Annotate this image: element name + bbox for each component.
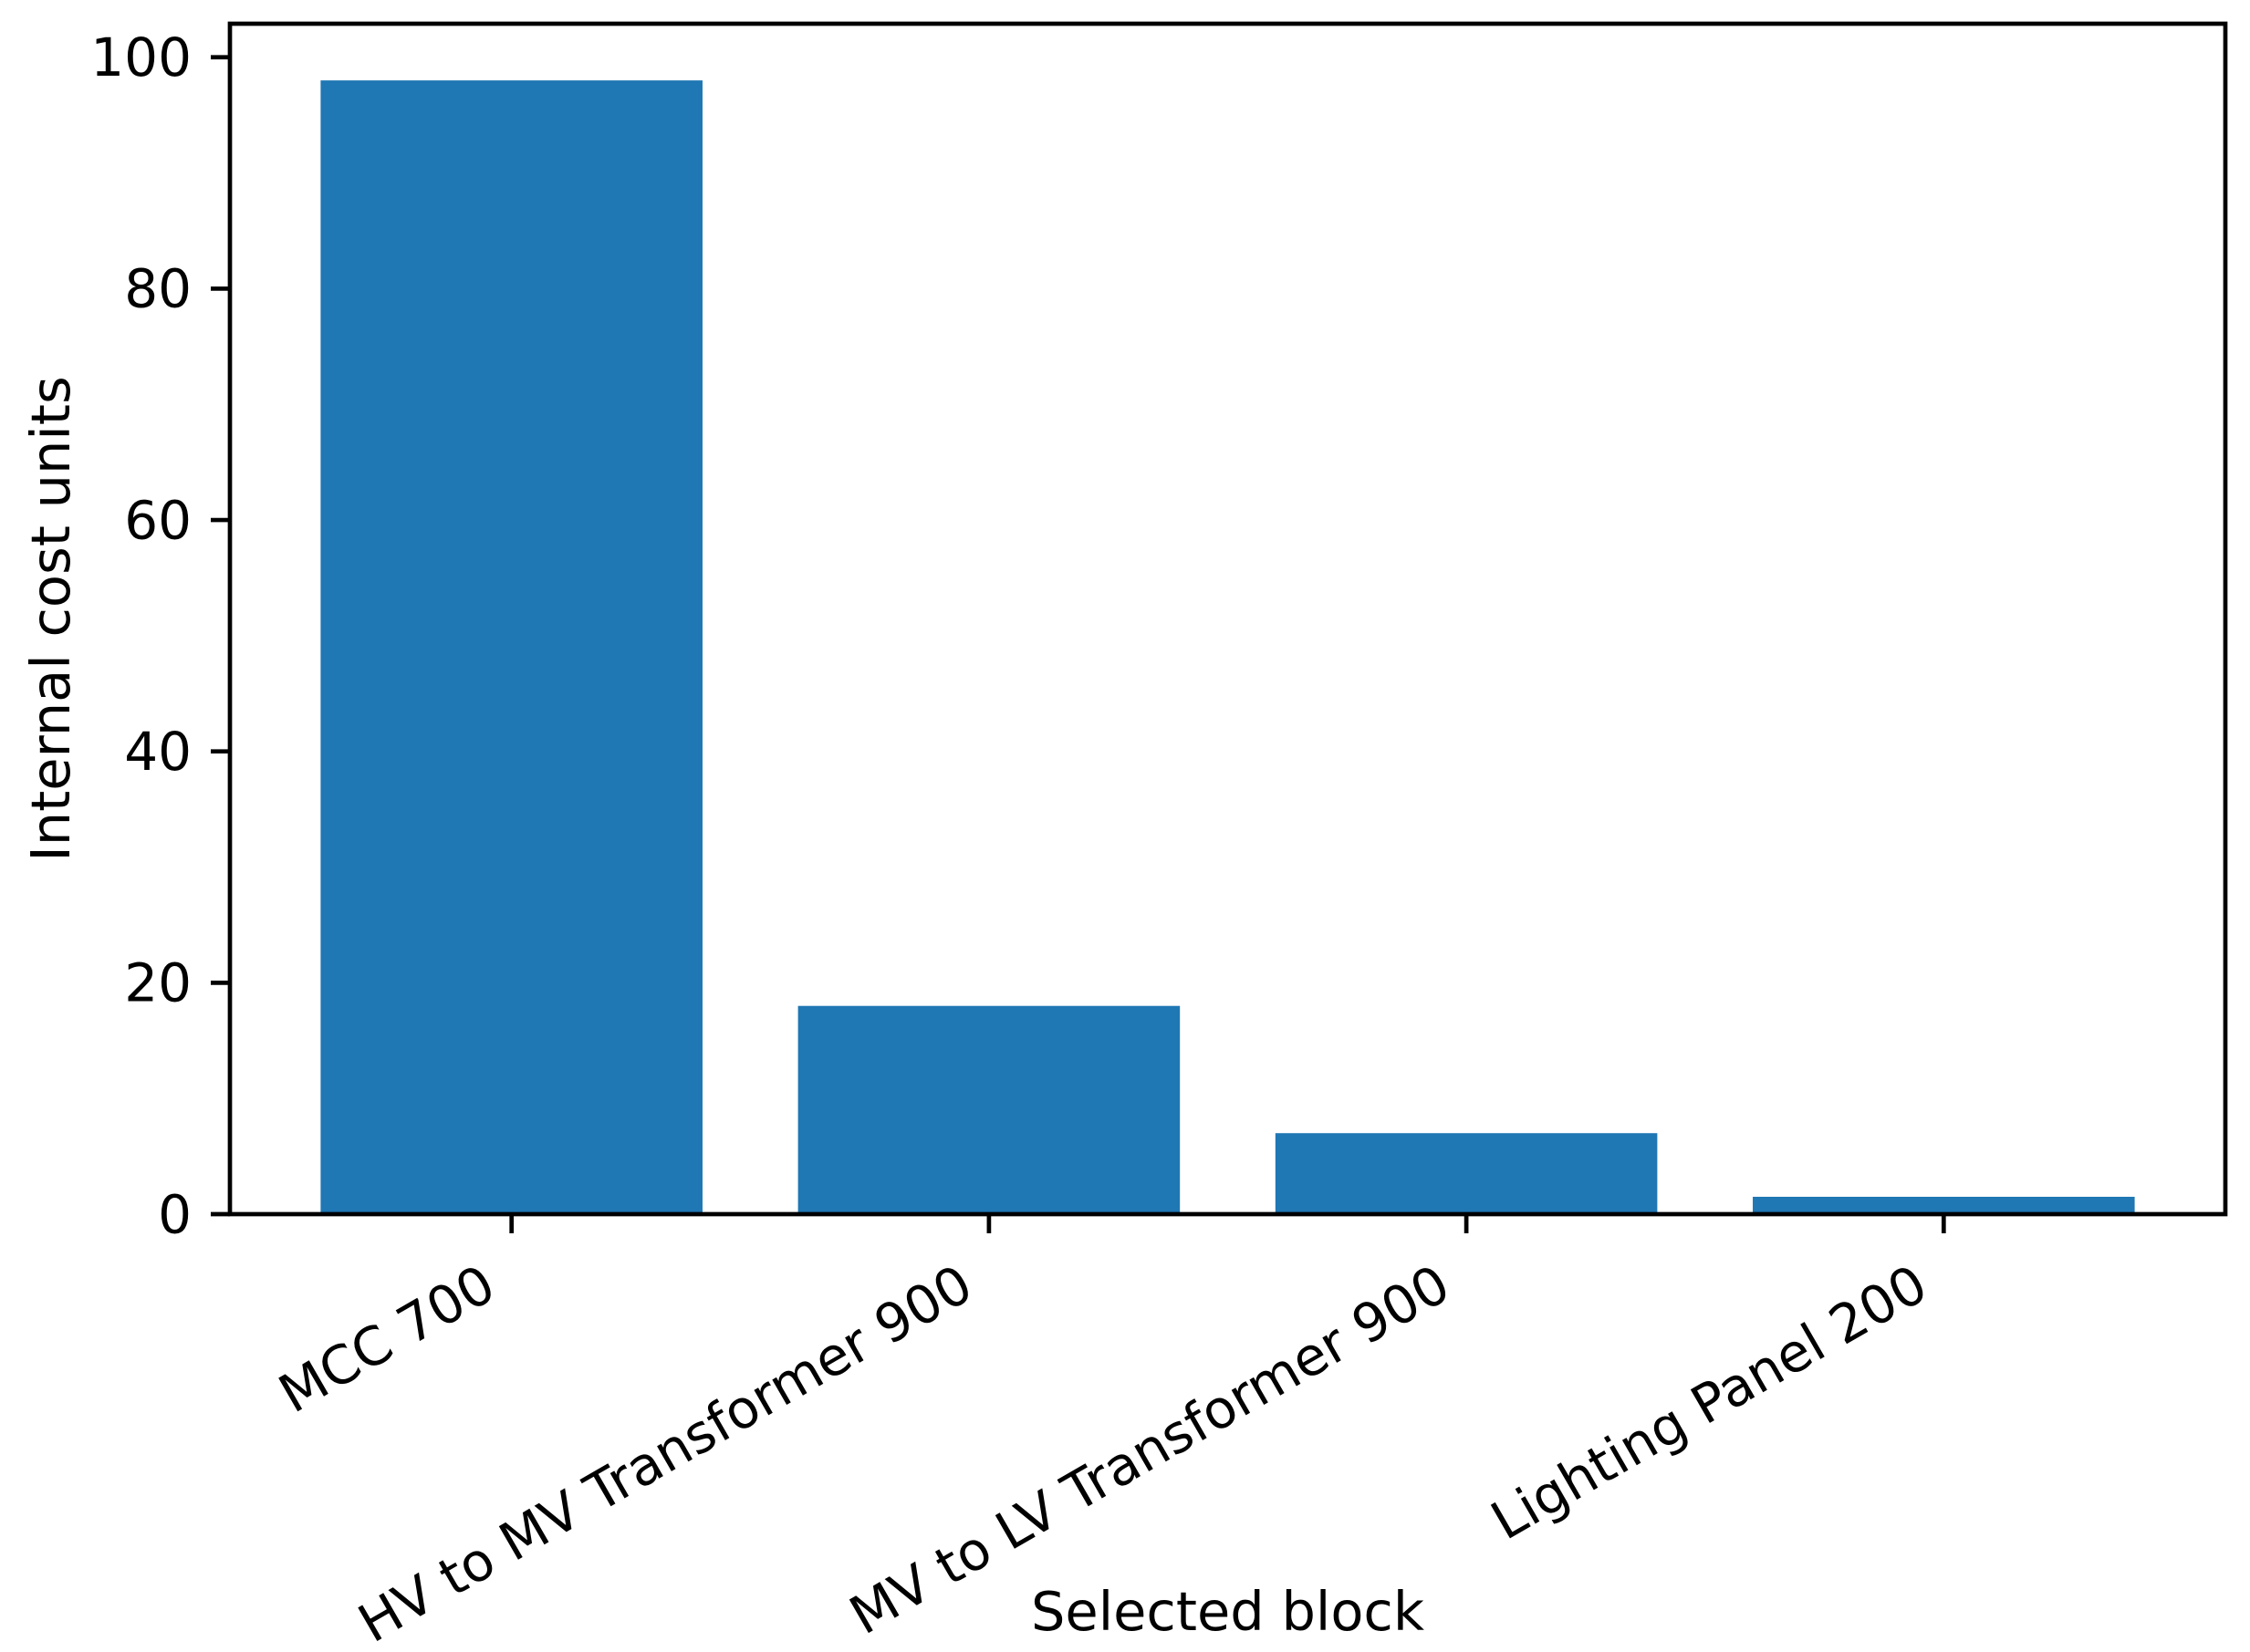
y-tick-label-1: 20: [124, 952, 192, 1014]
x-axis-label: Selected block: [1031, 1580, 1424, 1643]
bar-3: [1753, 1196, 2135, 1214]
bar-1: [797, 1005, 1181, 1214]
y-tick-label-5: 100: [90, 26, 192, 88]
y-tick-label-4: 80: [124, 258, 192, 320]
y-tick-label-2: 40: [124, 721, 192, 783]
y-tick-label-0: 0: [158, 1183, 192, 1245]
bar-2: [1275, 1133, 1658, 1214]
y-tick-label-3: 60: [124, 489, 192, 551]
plot-frame: [227, 21, 2228, 1217]
y-axis-label: Internal cost units: [19, 376, 82, 861]
bar-0: [320, 80, 703, 1215]
